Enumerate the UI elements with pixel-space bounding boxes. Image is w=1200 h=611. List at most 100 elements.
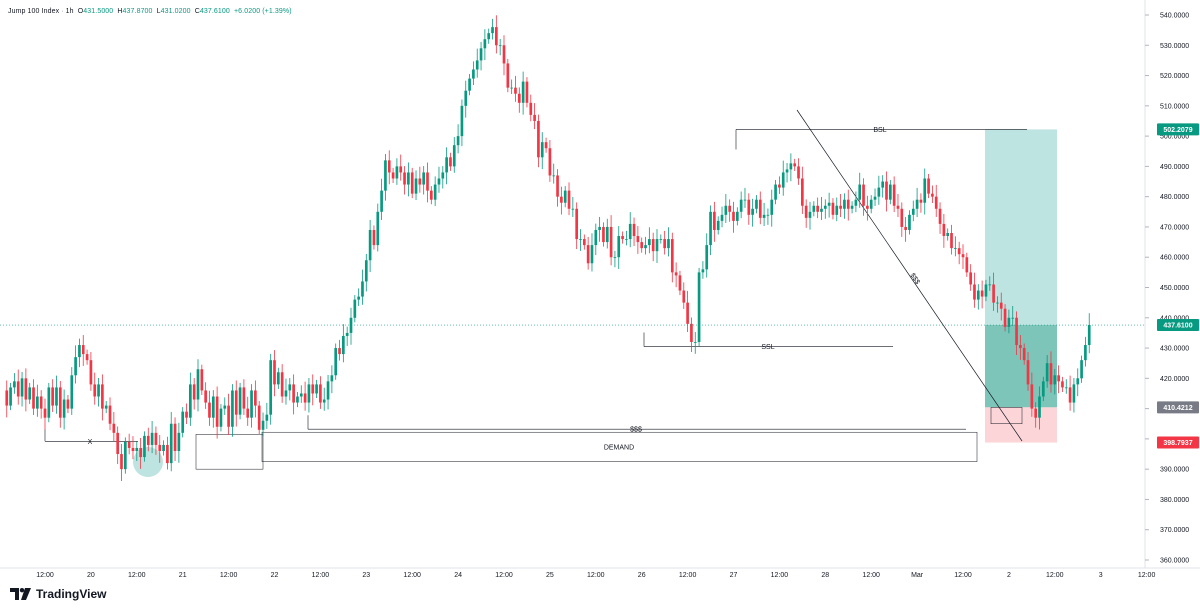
open-label: O xyxy=(77,8,84,15)
candle-body xyxy=(506,63,510,88)
candle-body xyxy=(827,202,831,206)
price-tick-label: 430.0000 xyxy=(1160,346,1189,353)
candle-body xyxy=(429,190,433,200)
candle-body xyxy=(254,390,257,406)
candle-body xyxy=(762,214,766,218)
candle-body xyxy=(189,384,192,418)
candle-body xyxy=(785,169,789,173)
tradingview-brand-name: TradingView xyxy=(36,587,107,601)
candle-body xyxy=(16,381,20,397)
candle-body xyxy=(36,396,39,409)
candle-body xyxy=(908,214,911,230)
liquidity-label: $$$ xyxy=(630,427,642,434)
candle-body xyxy=(609,226,613,258)
candle-body xyxy=(969,272,972,285)
stop-price-label-bg xyxy=(1157,436,1199,449)
candle-body xyxy=(158,444,162,451)
candle-body xyxy=(900,208,904,227)
candle-body xyxy=(39,396,43,409)
candle-body xyxy=(150,432,154,445)
change-value: +6.0200 (+1.39%) xyxy=(233,8,292,15)
candle-body xyxy=(648,239,651,246)
candle-body xyxy=(475,60,479,70)
candle-body xyxy=(1011,317,1015,319)
time-tick-label: 21 xyxy=(179,572,187,579)
close-value: 437.6100 xyxy=(199,8,230,15)
candle-body xyxy=(483,39,487,49)
candle-body xyxy=(460,105,464,137)
candle-body xyxy=(208,402,211,418)
demand-label: DEMAND xyxy=(604,444,634,451)
candle-body xyxy=(801,178,804,206)
candle-body xyxy=(931,193,934,197)
candle-body xyxy=(617,236,621,258)
candle-body xyxy=(242,387,246,409)
candle-body xyxy=(296,396,299,403)
candle-body xyxy=(391,172,395,179)
candle-body xyxy=(116,432,120,455)
candle-body xyxy=(674,272,678,276)
candle-body xyxy=(20,378,24,397)
candle-body xyxy=(368,229,372,261)
candle-body xyxy=(732,211,735,221)
candle-body xyxy=(613,257,617,259)
candle-body xyxy=(961,254,965,258)
price-tick-label: 440.0000 xyxy=(1160,315,1189,322)
candle-body xyxy=(540,142,544,158)
candle-body xyxy=(621,236,624,240)
candle-body xyxy=(582,239,586,246)
candle-body xyxy=(169,423,173,464)
candle-body xyxy=(326,381,330,400)
candle-body xyxy=(866,205,869,209)
tradingview-branding[interactable]: TradingView xyxy=(10,586,106,602)
candle-body xyxy=(965,257,969,273)
candle-body xyxy=(231,390,234,427)
candle-body xyxy=(686,302,689,324)
candle-body xyxy=(1053,375,1057,385)
candle-body xyxy=(131,447,135,451)
time-tick-label: 12:00 xyxy=(36,572,54,579)
candle-body xyxy=(954,248,957,249)
candle-body xyxy=(498,45,502,47)
time-tick-label: 24 xyxy=(454,572,462,579)
trendline xyxy=(796,109,1023,442)
candle-body xyxy=(942,223,946,237)
candle-body xyxy=(1057,375,1060,382)
candle-body xyxy=(387,160,391,173)
candle-body xyxy=(831,202,835,215)
candle-body xyxy=(946,233,950,237)
candle-body xyxy=(808,211,812,218)
tradingview-logo-icon xyxy=(10,588,31,600)
candle-body xyxy=(502,45,506,64)
candle-body xyxy=(820,208,823,212)
candle-body xyxy=(590,245,594,264)
candle-body xyxy=(904,226,907,230)
candle-body xyxy=(693,342,697,343)
candle-body xyxy=(112,423,116,433)
candle-body xyxy=(950,233,953,249)
candle-body xyxy=(273,360,276,385)
candle-body xyxy=(770,199,774,215)
candle-body xyxy=(464,90,468,106)
price-tick-label: 540.0000 xyxy=(1160,13,1189,20)
candle-body xyxy=(433,184,437,200)
symbol-name: Jump 100 Index xyxy=(8,8,60,15)
candle-body xyxy=(395,166,399,179)
candle-body xyxy=(1003,308,1007,327)
candle-body xyxy=(690,323,693,342)
candle-body xyxy=(735,211,739,221)
stop-price-label: 398.7937 xyxy=(1163,440,1192,447)
candle-body xyxy=(280,372,284,397)
candle-body xyxy=(32,387,35,409)
candle-body xyxy=(533,114,536,121)
candle-body xyxy=(437,178,441,185)
candle-body xyxy=(422,172,426,185)
candle-body xyxy=(47,387,51,418)
candle-body xyxy=(575,208,579,240)
entry-price-label: 410.4212 xyxy=(1163,405,1192,412)
candle-body xyxy=(755,199,758,209)
time-tick-label: 12:00 xyxy=(403,572,421,579)
candle-body xyxy=(288,384,292,391)
candle-body xyxy=(655,239,659,252)
